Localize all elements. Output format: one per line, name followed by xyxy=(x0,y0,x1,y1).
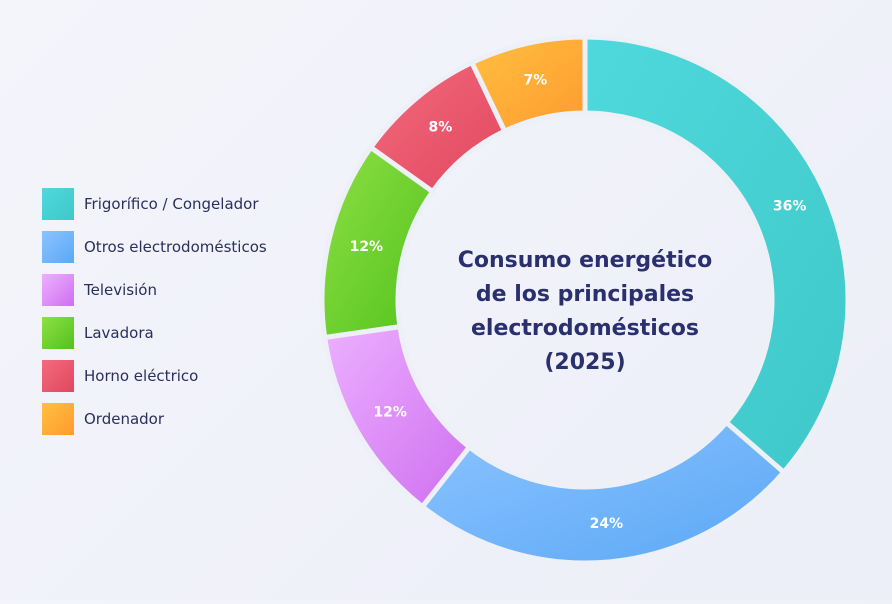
legend-label-4: Lavadora xyxy=(84,324,154,342)
slice-value-label-5: 8% xyxy=(428,120,452,136)
chart-title: Consumo energético de los principales el… xyxy=(420,244,750,380)
legend-label-2: Otros electrodomésticos xyxy=(84,238,267,256)
slice-value-label-4: 12% xyxy=(350,239,384,255)
chart-title-line-2: de los principales xyxy=(475,282,695,307)
legend-item-1: Frigorífico / Congelador xyxy=(42,188,267,220)
legend-item-5: Horno eléctrico xyxy=(42,360,267,392)
legend-swatch-3 xyxy=(42,274,74,306)
slice-value-label-2: 24% xyxy=(590,516,624,532)
legend-swatch-2 xyxy=(42,231,74,263)
legend-swatch-4 xyxy=(42,317,74,349)
donut-slice-2 xyxy=(418,418,788,566)
legend-item-2: Otros electrodomésticos xyxy=(42,231,267,263)
chart-legend: Frigorífico / Congelador Otros electrodom… xyxy=(42,188,267,435)
slice-value-label-6: 7% xyxy=(524,73,548,89)
legend-label-1: Frigorífico / Congelador xyxy=(84,195,259,213)
legend-label-3: Televisión xyxy=(84,281,157,299)
donut-slice-6 xyxy=(468,34,588,135)
donut-slice-1 xyxy=(582,34,851,476)
legend-swatch-6 xyxy=(42,403,74,435)
chart-title-line-3: electrodomésticos xyxy=(470,316,699,341)
legend-item-4: Lavadora xyxy=(42,317,267,349)
legend-item-6: Ordenador xyxy=(42,403,267,435)
chart-title-line-4: (2025) xyxy=(544,350,626,375)
legend-label-6: Ordenador xyxy=(84,410,165,428)
chart-title-line-1: Consumo energético xyxy=(457,248,713,273)
legend-swatch-1 xyxy=(42,188,74,220)
legend-label-5: Horno eléctrico xyxy=(84,367,199,385)
slice-value-label-1: 36% xyxy=(773,199,807,215)
slice-value-label-3: 12% xyxy=(373,405,407,421)
legend-item-3: Televisión xyxy=(42,274,267,306)
legend-swatch-5 xyxy=(42,360,74,392)
